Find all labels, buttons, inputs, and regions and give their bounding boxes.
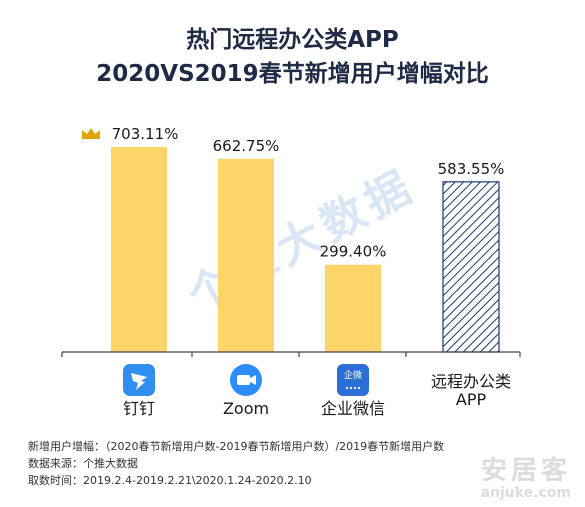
bar-3 (442, 181, 500, 353)
wecom-logo-icon: 企微 (337, 364, 369, 396)
chart-title-line2: 2020VS2019春节新增用户增幅对比 (96, 61, 489, 87)
brand-watermark-cn: 安居客 (480, 456, 571, 486)
crown-icon (82, 128, 100, 139)
bar-1 (218, 158, 274, 352)
zoom-logo-icon (230, 364, 262, 396)
bar-2 (325, 264, 381, 352)
category-label-1: Zoom (222, 399, 270, 418)
category-label-3: 远程办公类 APP (430, 372, 511, 409)
brand-watermark-en: anjuke.com (480, 485, 571, 501)
bar-0 (111, 147, 167, 352)
category-label-0: 钉钉 (122, 399, 155, 418)
value-label-1: 662.75% (213, 137, 280, 155)
chart-title-line1: 热门远程办公类APP (186, 27, 399, 53)
value-label-2: 299.40% (320, 243, 387, 261)
brand-watermark: 安居客 anjuke.com (481, 450, 571, 501)
note-period: 取数时间：2019.2.4-2019.2.21\2020.1.24-2020.2… (28, 474, 312, 487)
svg-text:企微: 企微 (344, 369, 362, 381)
dingtalk-logo-icon (123, 364, 155, 396)
value-label-0: 703.11% (112, 125, 179, 143)
chart-notes: 新增用户增幅：（2020春节新增用户数-2019春节新增用户数）/2019春节新… (28, 438, 444, 489)
category-label-2: 企业微信 (320, 399, 385, 418)
note-source: 数据来源：个推大数据 (28, 457, 138, 470)
note-formula: 新增用户增幅：（2020春节新增用户数-2019春节新增用户数）/2019春节新… (28, 440, 445, 453)
value-label-3: 583.55% (438, 160, 505, 178)
